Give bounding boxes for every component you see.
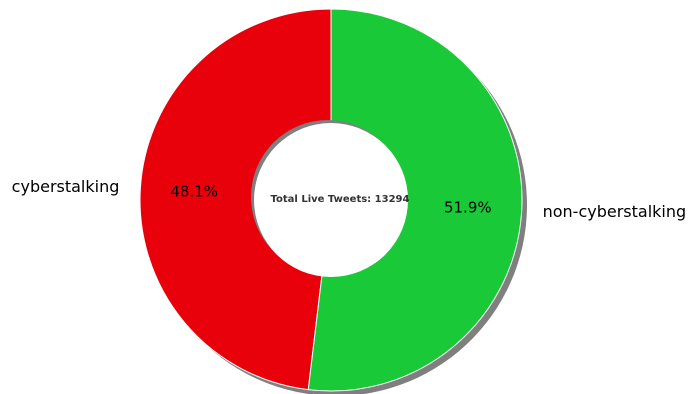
center-total-label: Total Live Tweets: 13294 (271, 194, 410, 205)
category-label-cyberstalking: cyberstalking (12, 177, 120, 196)
slice-cyberstalking (139, 8, 332, 391)
donut-hole (254, 123, 408, 277)
pct-label-cyberstalking: 48.1% (170, 182, 218, 200)
category-label-non-cyberstalking: non-cyberstalking (543, 202, 687, 221)
chart-slices (139, 8, 523, 392)
slice-non-cyberstalking (307, 8, 523, 392)
pct-label-non-cyberstalking: 51.9% (444, 199, 492, 217)
chart-labels: 48.1% cyberstalking 51.9% non-cyberstalking (12, 177, 686, 221)
